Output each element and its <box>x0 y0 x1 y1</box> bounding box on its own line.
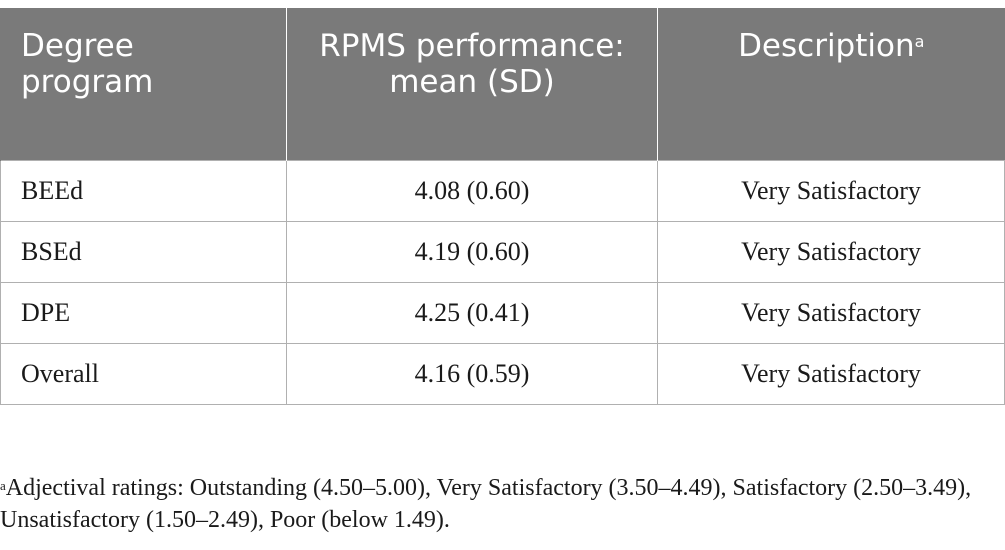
cell-mean-sd: 4.19 (0.60) <box>286 220 658 282</box>
header-description: Descriptiona <box>657 8 1005 160</box>
table-row: Overall 4.16 (0.59) Very Satisfactory <box>0 342 1005 405</box>
cell-program: Overall <box>0 342 287 405</box>
cell-description: Very Satisfactory <box>657 281 1005 343</box>
cell-mean-sd: 4.16 (0.59) <box>286 342 658 405</box>
table-row: DPE 4.25 (0.41) Very Satisfactory <box>0 281 1005 343</box>
cell-description: Very Satisfactory <box>657 220 1005 282</box>
cell-program: BEEd <box>0 159 287 221</box>
header-row: Degree program RPMS performance: mean (S… <box>0 8 1005 160</box>
results-table: Degree program RPMS performance: mean (S… <box>0 8 1005 405</box>
cell-program: DPE <box>0 281 287 343</box>
table-row: BSEd 4.19 (0.60) Very Satisfactory <box>0 220 1005 282</box>
header-degree-program: Degree program <box>0 8 287 160</box>
cell-program: BSEd <box>0 220 287 282</box>
footnote-text: Adjectival ratings: Outstanding (4.50–5.… <box>0 475 972 533</box>
footnote-marker: a <box>0 478 6 493</box>
table-header: Degree program RPMS performance: mean (S… <box>0 8 1005 160</box>
table-footnote: aAdjectival ratings: Outstanding (4.50–5… <box>0 472 990 536</box>
table-body: BEEd 4.08 (0.60) Very Satisfactory BSEd … <box>0 159 1005 405</box>
cell-mean-sd: 4.25 (0.41) <box>286 281 658 343</box>
cell-mean-sd: 4.08 (0.60) <box>286 159 658 221</box>
header-rpms-performance: RPMS performance: mean (SD) <box>286 8 658 160</box>
cell-description: Very Satisfactory <box>657 342 1005 405</box>
cell-description: Very Satisfactory <box>657 159 1005 221</box>
table-row: BEEd 4.08 (0.60) Very Satisfactory <box>0 159 1005 221</box>
